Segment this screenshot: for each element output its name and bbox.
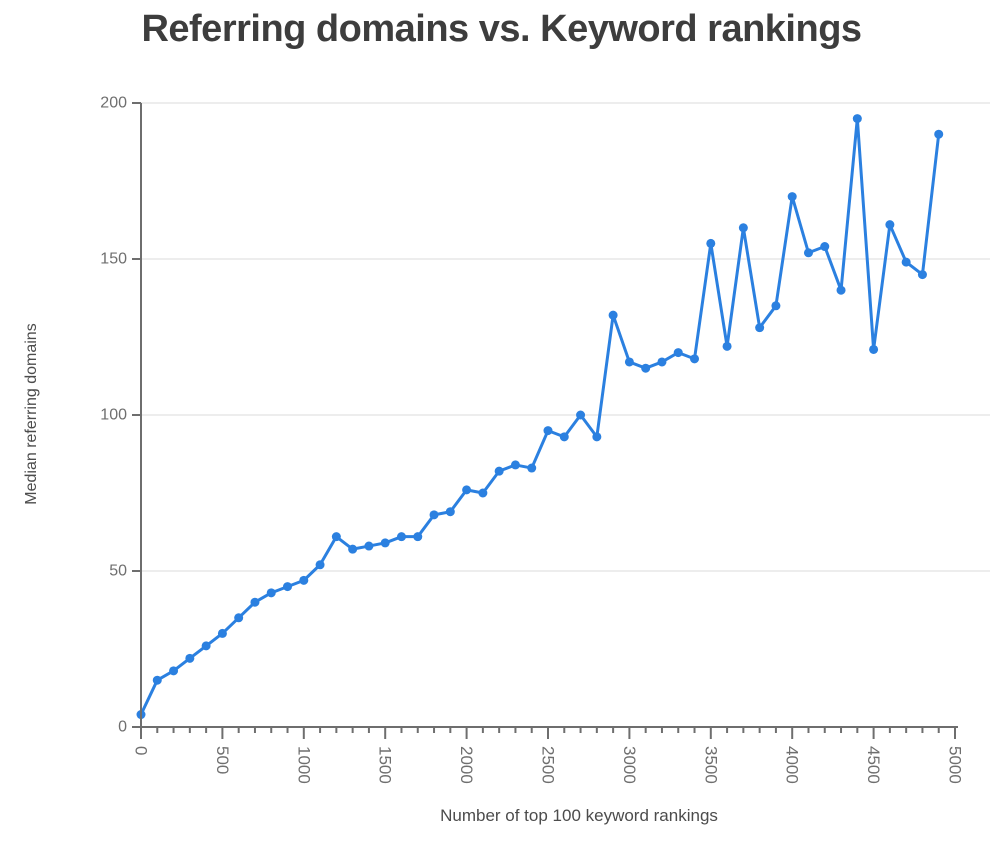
data-point — [690, 354, 700, 364]
data-point — [885, 220, 895, 230]
x-tick-label: 5000 — [946, 746, 965, 784]
data-point — [478, 488, 488, 498]
data-point — [722, 341, 732, 351]
data-point — [494, 466, 504, 476]
data-point — [234, 613, 244, 623]
data-point — [787, 192, 797, 202]
data-point — [250, 597, 260, 607]
data-point — [380, 538, 390, 548]
data-point — [641, 363, 651, 373]
x-tick-label: 2500 — [539, 746, 558, 784]
data-point — [836, 285, 846, 295]
data-point — [445, 507, 455, 517]
data-point — [364, 541, 374, 551]
y-tick-label: 50 — [109, 563, 127, 580]
data-point — [266, 588, 276, 598]
data-point — [510, 460, 520, 470]
data-point — [185, 653, 195, 663]
x-tick-label: 1500 — [376, 746, 395, 784]
y-tick-label: 150 — [100, 251, 127, 268]
data-point — [820, 242, 830, 252]
x-tick-label: 3000 — [620, 746, 639, 784]
data-point — [755, 323, 765, 333]
x-tick-label: 3500 — [701, 746, 720, 784]
data-point — [299, 575, 309, 585]
data-point — [917, 270, 927, 280]
x-axis-title: Number of top 100 keyword rankings — [440, 806, 718, 825]
data-point — [738, 223, 748, 233]
data-point — [592, 432, 602, 442]
data-point — [608, 310, 618, 320]
data-point — [771, 301, 781, 311]
data-line — [139, 117, 941, 717]
y-tick-label: 0 — [118, 719, 127, 736]
y-tick-label: 200 — [100, 95, 127, 112]
x-tick-label: 4500 — [864, 746, 883, 784]
data-point — [429, 510, 439, 520]
data-point — [527, 463, 537, 473]
y-tick-label: 100 — [100, 407, 127, 424]
data-point — [462, 485, 472, 495]
data-point — [331, 532, 341, 542]
x-tick-label: 500 — [213, 746, 232, 774]
data-point — [869, 344, 879, 354]
data-point — [413, 532, 423, 542]
data-point — [852, 114, 862, 124]
y-axis-title: Median referring domains — [23, 323, 40, 505]
data-point — [706, 238, 716, 248]
data-point — [934, 129, 944, 139]
data-point — [543, 426, 553, 436]
data-point — [559, 432, 569, 442]
x-tick-label: 2000 — [457, 746, 476, 784]
x-tick-label: 4000 — [783, 746, 802, 784]
data-point — [901, 257, 911, 267]
data-point — [283, 582, 293, 592]
data-point — [152, 675, 162, 685]
data-point — [576, 410, 586, 420]
chart-title: Referring domains vs. Keyword rankings — [141, 8, 862, 50]
data-point — [169, 666, 179, 676]
data-point — [315, 560, 325, 570]
data-point — [201, 641, 211, 651]
x-tick-label: 0 — [132, 746, 151, 755]
data-point — [348, 544, 358, 554]
data-point — [657, 357, 667, 367]
x-tick-label: 1000 — [294, 746, 313, 784]
data-point — [217, 628, 227, 638]
data-point — [396, 532, 406, 542]
data-point — [803, 248, 813, 258]
data-point — [673, 348, 683, 358]
data-point — [624, 357, 634, 367]
